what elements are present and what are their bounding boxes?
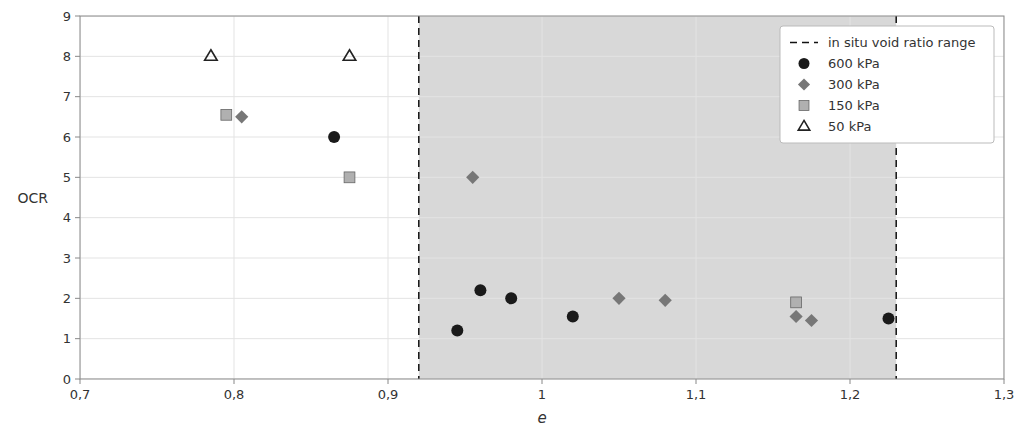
legend-swatch: [799, 101, 809, 111]
y-tick-label: 8: [63, 49, 71, 64]
point: [466, 171, 479, 184]
point: [791, 297, 802, 308]
point: [474, 284, 486, 296]
grid-line-x: [696, 16, 697, 379]
y-tick: [75, 96, 80, 97]
y-tick-label: 2: [63, 291, 71, 306]
plot-background: [80, 16, 1004, 379]
legend-label: 150 kPa: [828, 98, 880, 113]
legend-swatch: [790, 42, 818, 44]
y-tick-label: 1: [63, 331, 71, 346]
y-tick-label: 0: [63, 372, 71, 387]
y-tick: [75, 338, 80, 339]
y-tick-label: 7: [63, 89, 71, 104]
legend-label: 300 kPa: [828, 77, 880, 92]
legend-label: 600 kPa: [828, 56, 880, 71]
grid-line-y: [80, 298, 1004, 299]
series: [205, 50, 356, 61]
legend-swatch: [799, 58, 810, 69]
point: [805, 314, 818, 327]
x-tick: [234, 379, 235, 384]
series: [221, 109, 802, 307]
point: [343, 50, 356, 61]
grid-line-y: [80, 338, 1004, 339]
y-tick-label: 6: [63, 130, 71, 145]
legend-swatch: [798, 120, 809, 130]
y-tick: [75, 379, 80, 380]
point: [790, 310, 803, 323]
x-tick: [850, 379, 851, 384]
y-tick: [75, 177, 80, 178]
point: [235, 110, 248, 123]
x-tick-label: 1,3: [994, 387, 1015, 402]
grid-line-x: [234, 16, 235, 379]
series: [328, 131, 894, 337]
legend-box: [780, 26, 994, 143]
point: [883, 313, 895, 325]
y-tick: [75, 56, 80, 57]
axes: 0,7 0,8 0,9 1 1,1 1,2 1,3 0 1 2 3 4 5 6 7 8 9: [63, 9, 1015, 403]
x-tick: [80, 379, 81, 384]
point: [567, 310, 579, 322]
legend-label: 50 kPa: [828, 119, 871, 134]
x-tick-label: 1,2: [840, 387, 861, 402]
y-tick: [75, 217, 80, 218]
y-tick-label: 5: [63, 170, 71, 185]
reference-line: [418, 16, 420, 379]
plot-area: [80, 16, 1004, 379]
grid-line-y: [80, 217, 1004, 218]
legend: in situ void ratio range 600 kPa 300 kPa 15…: [780, 26, 994, 143]
x-tick: [696, 379, 697, 384]
x-tick-label: 0,8: [224, 387, 245, 402]
point: [612, 292, 625, 305]
grid: [80, 16, 1004, 379]
y-axis-label: OCR: [17, 190, 48, 206]
legend-swatch: [798, 78, 810, 90]
y-tick-label: 4: [63, 210, 71, 225]
point: [451, 325, 463, 337]
point: [344, 172, 355, 183]
y-tick: [75, 258, 80, 259]
plot-frame: [80, 16, 1004, 379]
x-tick-label: 1,1: [686, 387, 707, 402]
x-axis-label: e: [537, 409, 546, 427]
y-tick: [75, 298, 80, 299]
legend-label: in situ void ratio range: [828, 35, 975, 50]
grid-line-y: [80, 177, 1004, 178]
point: [205, 50, 218, 61]
x-tick-label: 0,7: [70, 387, 91, 402]
grid-line-y: [80, 258, 1004, 259]
point: [328, 131, 340, 143]
x-tick: [542, 379, 543, 384]
y-tick-label: 3: [63, 251, 71, 266]
point: [505, 292, 517, 304]
grid-line-x: [388, 16, 389, 379]
series: [235, 110, 818, 327]
x-tick-label: 1: [538, 387, 546, 402]
x-tick: [1004, 379, 1005, 384]
y-tick: [75, 137, 80, 138]
grid-line-x: [542, 16, 543, 379]
y-tick: [75, 16, 80, 17]
y-tick-label: 9: [63, 9, 71, 24]
point: [659, 294, 672, 307]
chart: 0,7 0,8 0,9 1 1,1 1,2 1,3 0 1 2 3 4 5 6 7 8 9 e OCR in situ…: [0, 0, 1024, 437]
point: [221, 109, 232, 120]
x-tick: [388, 379, 389, 384]
x-tick-label: 0,9: [378, 387, 399, 402]
